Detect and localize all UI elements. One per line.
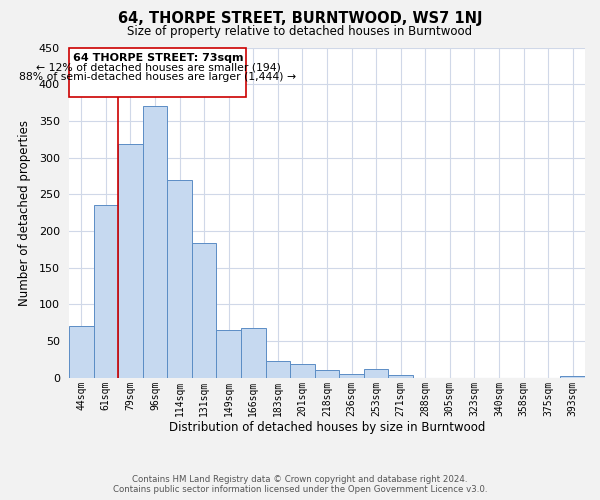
Bar [315, 370, 339, 378]
Text: Contains HM Land Registry data © Crown copyright and database right 2024.
Contai: Contains HM Land Registry data © Crown c… [113, 474, 487, 494]
Bar [217, 330, 241, 378]
Bar [167, 180, 192, 378]
Bar [143, 106, 167, 378]
Bar [69, 326, 94, 378]
Text: 88% of semi-detached houses are larger (1,444) →: 88% of semi-detached houses are larger (… [19, 72, 296, 82]
Bar [339, 374, 364, 378]
Bar [118, 144, 143, 378]
Bar [192, 244, 217, 378]
Bar [388, 376, 413, 378]
Bar [560, 376, 585, 378]
Bar [266, 360, 290, 378]
Text: 64, THORPE STREET, BURNTWOOD, WS7 1NJ: 64, THORPE STREET, BURNTWOOD, WS7 1NJ [118, 12, 482, 26]
Bar [241, 328, 266, 378]
Text: Size of property relative to detached houses in Burntwood: Size of property relative to detached ho… [127, 25, 473, 38]
Text: ← 12% of detached houses are smaller (194): ← 12% of detached houses are smaller (19… [35, 62, 280, 72]
Text: 64 THORPE STREET: 73sqm: 64 THORPE STREET: 73sqm [73, 52, 243, 62]
Y-axis label: Number of detached properties: Number of detached properties [17, 120, 31, 306]
Bar [364, 368, 388, 378]
Bar [290, 364, 315, 378]
X-axis label: Distribution of detached houses by size in Burntwood: Distribution of detached houses by size … [169, 421, 485, 434]
Bar [94, 205, 118, 378]
FancyBboxPatch shape [70, 48, 247, 96]
